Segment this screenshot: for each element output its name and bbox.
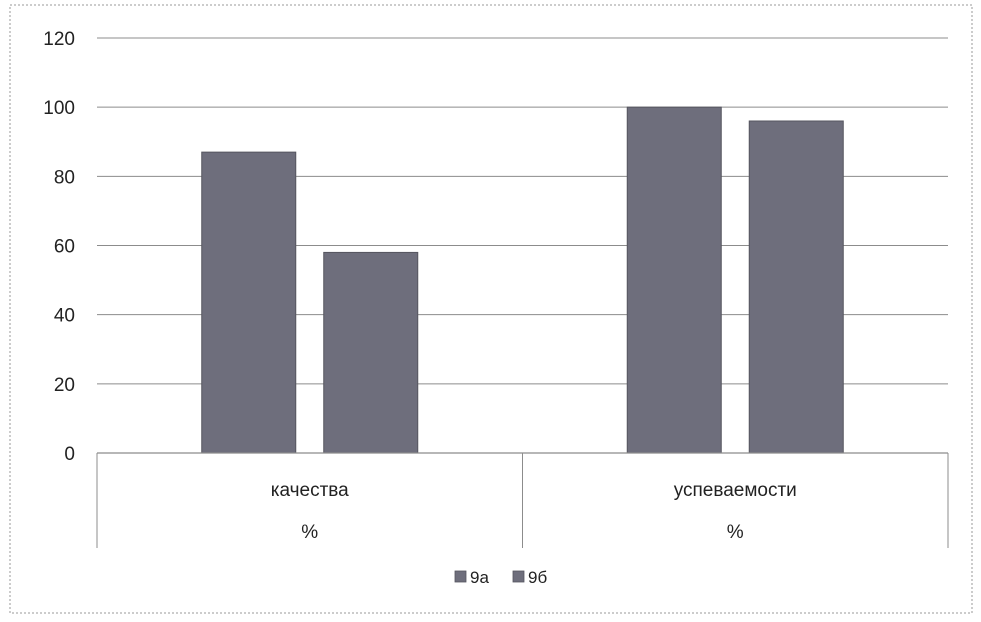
y-tick-label: 60 bbox=[54, 237, 75, 258]
y-tick-label: 20 bbox=[54, 375, 75, 396]
bar-9б-1 bbox=[748, 120, 844, 454]
y-tick-label: 100 bbox=[43, 98, 75, 119]
legend: 9а 9б bbox=[454, 568, 547, 587]
bar-9а-1 bbox=[626, 106, 722, 454]
category-sublabel: % bbox=[727, 522, 744, 543]
legend-label: 9б bbox=[528, 568, 547, 587]
x-axis: качества% успеваемости% bbox=[96, 452, 949, 548]
y-tick-label: 0 bbox=[64, 444, 75, 465]
y-tick-label: 40 bbox=[54, 306, 75, 327]
y-axis-ticks: 0 20 40 60 80 100 120 bbox=[43, 29, 75, 465]
legend-swatch bbox=[512, 570, 525, 583]
category-label: успеваемости bbox=[674, 480, 797, 501]
category-sublabel: % bbox=[301, 522, 318, 543]
category-label: качества bbox=[271, 480, 349, 501]
y-tick-label: 120 bbox=[43, 29, 75, 50]
y-tick-label: 80 bbox=[54, 167, 75, 188]
bars bbox=[201, 106, 844, 454]
legend-swatch bbox=[454, 570, 467, 583]
bar-9б-0 bbox=[323, 251, 419, 454]
legend-label: 9а bbox=[470, 568, 489, 587]
bar-9а-0 bbox=[201, 151, 297, 454]
